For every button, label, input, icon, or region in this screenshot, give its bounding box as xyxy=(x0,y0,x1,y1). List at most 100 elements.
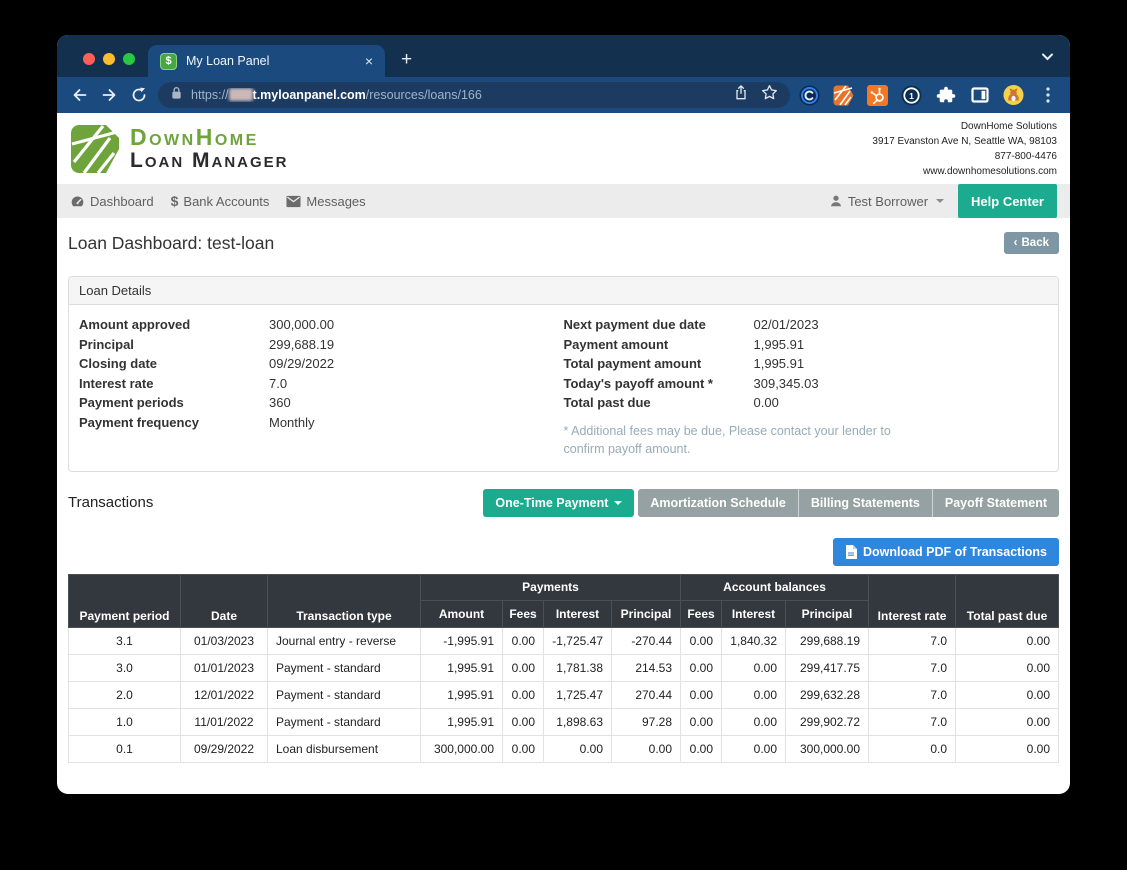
browser-tab[interactable]: $ My Loan Panel × xyxy=(148,45,385,77)
back-icon[interactable] xyxy=(69,84,90,106)
detail-label: Total past due xyxy=(564,393,754,413)
table-cell: 299,417.75 xyxy=(786,654,869,681)
downhome-extension-icon[interactable] xyxy=(833,85,854,106)
chevron-down-icon[interactable] xyxy=(1041,49,1054,67)
forward-icon[interactable] xyxy=(99,84,120,106)
table-cell: -1,995.91 xyxy=(421,627,503,654)
table-cell: 0.1 xyxy=(69,735,181,762)
table-cell: 0.00 xyxy=(681,654,722,681)
extensions-row: 1 xyxy=(799,85,1058,106)
detail-label: Interest rate xyxy=(79,374,269,394)
one-time-payment-label: One-Time Payment xyxy=(495,496,608,510)
table-cell: 0.00 xyxy=(681,708,722,735)
download-pdf-button[interactable]: Download PDF of Transactions xyxy=(833,538,1059,566)
detail-value: 09/29/2022 xyxy=(269,354,334,374)
back-button[interactable]: ‹ Back xyxy=(1004,232,1059,254)
share-icon[interactable] xyxy=(733,84,749,106)
profile-avatar[interactable] xyxy=(1003,85,1024,106)
col-header-principal: Principal xyxy=(612,600,681,627)
table-cell: 0.00 xyxy=(612,735,681,762)
table-cell: Journal entry - reverse xyxy=(268,627,421,654)
detail-row: Amount approved300,000.00 xyxy=(79,315,564,335)
extensions-puzzle-icon[interactable] xyxy=(935,85,956,106)
table-cell: 09/29/2022 xyxy=(181,735,268,762)
nav-label: Bank Accounts xyxy=(183,194,269,209)
table-cell: 0.00 xyxy=(722,708,786,735)
reload-icon[interactable] xyxy=(128,84,149,106)
col-header-interest-rate: Interest rate xyxy=(869,574,956,627)
table-cell: 3.0 xyxy=(69,654,181,681)
onepassword-extension-icon[interactable]: 1 xyxy=(901,85,922,106)
table-cell: 0.00 xyxy=(681,735,722,762)
caret-down-icon xyxy=(614,501,622,505)
company-name: DownHome Solutions xyxy=(872,119,1057,134)
nav-label: Dashboard xyxy=(90,194,154,209)
tab-favicon-dollar-icon: $ xyxy=(160,53,177,70)
detail-value: 1,995.91 xyxy=(754,335,805,355)
payoff-statement-button[interactable]: Payoff Statement xyxy=(932,489,1059,517)
table-cell: 1,725.47 xyxy=(544,681,612,708)
lock-icon[interactable] xyxy=(170,86,183,105)
table-cell: Loan disbursement xyxy=(268,735,421,762)
detail-label: Amount approved xyxy=(79,315,269,335)
table-cell: 299,902.72 xyxy=(786,708,869,735)
col-header-principal: Principal xyxy=(786,600,869,627)
nav-item-dashboard[interactable]: Dashboard xyxy=(70,194,154,209)
table-cell: 7.0 xyxy=(869,654,956,681)
table-cell: Payment - standard xyxy=(268,681,421,708)
table-cell: 0.0 xyxy=(869,735,956,762)
brand-logo[interactable]: DownHome Loan Manager xyxy=(70,124,289,174)
table-cell: 299,632.28 xyxy=(786,681,869,708)
url-text: https://t.myloanpanel.com/resources/loan… xyxy=(191,88,725,102)
close-tab-icon[interactable]: × xyxy=(365,53,373,69)
loan-details-right-wrap: Next payment due date02/01/2023Payment a… xyxy=(564,315,1049,458)
zoom-window-button[interactable] xyxy=(123,53,135,65)
pdf-file-icon xyxy=(845,545,857,559)
group-header-account-balances: Account balances xyxy=(681,574,869,600)
table-cell: 0.00 xyxy=(722,654,786,681)
user-label: Test Borrower xyxy=(848,194,928,209)
table-cell: 0.00 xyxy=(956,708,1059,735)
nav-item-bank-accounts[interactable]: $ Bank Accounts xyxy=(171,193,270,209)
nav-item-messages[interactable]: Messages xyxy=(286,194,365,209)
table-cell: 300,000.00 xyxy=(786,735,869,762)
help-center-button[interactable]: Help Center xyxy=(958,184,1057,218)
billing-statements-button[interactable]: Billing Statements xyxy=(798,489,932,517)
detail-value: 299,688.19 xyxy=(269,335,334,355)
detail-value: 0.00 xyxy=(754,393,779,413)
menu-dots-icon[interactable] xyxy=(1037,85,1058,106)
table-cell: 0.00 xyxy=(956,627,1059,654)
minimize-window-button[interactable] xyxy=(103,53,115,65)
table-row: 1.011/01/2022Payment - standard1,995.910… xyxy=(69,708,1059,735)
table-cell: 0.00 xyxy=(956,654,1059,681)
table-cell: 1.0 xyxy=(69,708,181,735)
new-tab-button[interactable]: + xyxy=(401,47,412,73)
detail-label: Today's payoff amount * xyxy=(564,374,754,394)
one-time-payment-button[interactable]: One-Time Payment xyxy=(483,489,634,517)
url-bar[interactable]: https://t.myloanpanel.com/resources/loan… xyxy=(158,82,790,108)
statement-button-group: Amortization Schedule Billing Statements… xyxy=(638,489,1059,517)
hubspot-extension-icon[interactable] xyxy=(867,85,888,106)
user-menu[interactable]: Test Borrower xyxy=(829,194,944,209)
table-cell: 214.53 xyxy=(612,654,681,681)
side-panel-icon[interactable] xyxy=(969,85,990,106)
detail-label: Next payment due date xyxy=(564,315,754,335)
detail-label: Payment amount xyxy=(564,335,754,355)
detail-row: Interest rate7.0 xyxy=(79,374,564,394)
amortization-schedule-button[interactable]: Amortization Schedule xyxy=(638,489,797,517)
table-cell: 7.0 xyxy=(869,627,956,654)
detail-label: Payment frequency xyxy=(79,413,269,433)
table-cell: 0.00 xyxy=(503,627,544,654)
close-window-button[interactable] xyxy=(83,53,95,65)
table-cell: 0.00 xyxy=(544,735,612,762)
download-pdf-label: Download PDF of Transactions xyxy=(863,545,1047,559)
page-title: Loan Dashboard: test-loan xyxy=(68,233,274,254)
col-header-interest: Interest xyxy=(722,600,786,627)
col-header-interest: Interest xyxy=(544,600,612,627)
site-header: DownHome Loan Manager DownHome Solutions… xyxy=(57,113,1070,184)
c-extension-icon[interactable] xyxy=(799,85,820,106)
bookmark-star-icon[interactable] xyxy=(761,84,778,106)
back-chevron-icon: ‹ xyxy=(1014,237,1018,249)
detail-value: 309,345.03 xyxy=(754,374,819,394)
detail-label: Closing date xyxy=(79,354,269,374)
